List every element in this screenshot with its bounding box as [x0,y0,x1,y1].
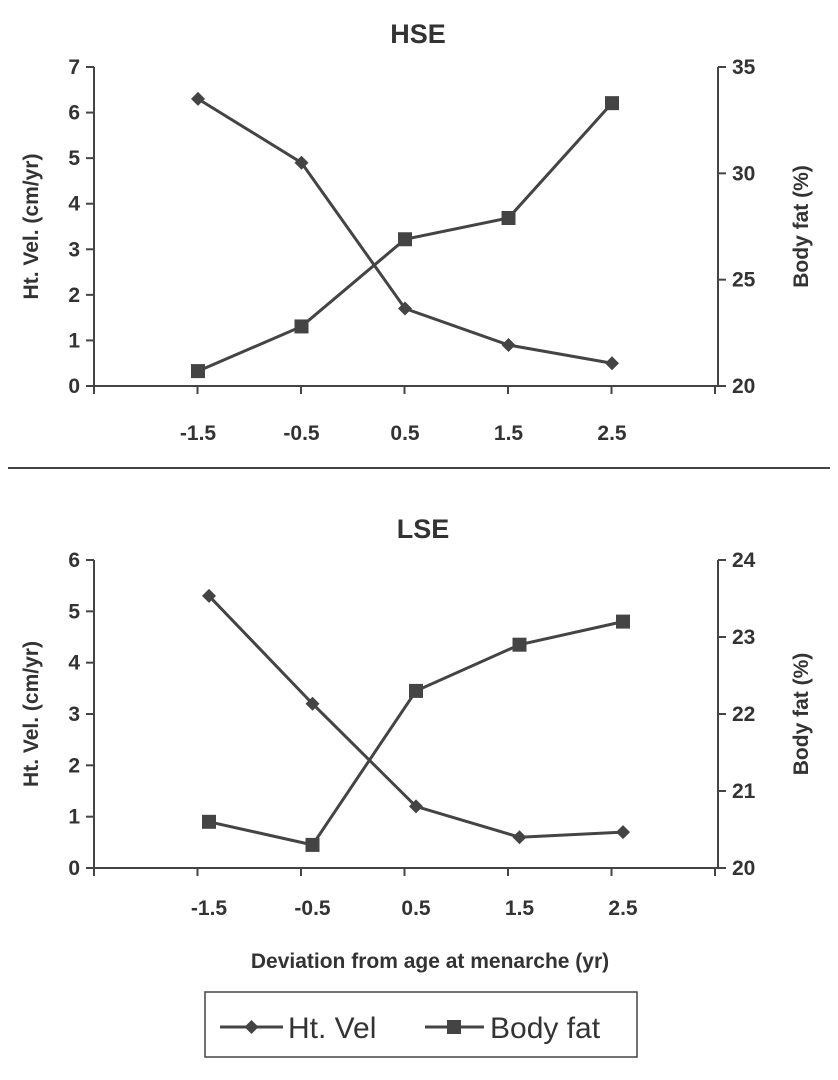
hse-y-left-label: Ht. Vel. (cm/yr) [20,154,43,300]
hse-left-tick-label: 7 [68,56,80,79]
lse-left-tick-label: 1 [68,806,80,829]
lse-x-tick-label: 2.5 [608,897,638,920]
hse-left-tick-label: 2 [68,284,80,307]
hse-right-tick-label: 35 [732,56,756,79]
hse-point-ht-vel [398,301,412,316]
hse-x-tick-label: 1.5 [494,422,524,445]
hse-title: HSE [390,19,446,49]
lse-point-body-fat [512,637,527,652]
lse-left-tick-label: 3 [68,703,80,726]
lse-left-tick-label: 4 [68,652,80,675]
lse-right-tick-label: 21 [732,780,756,803]
lse-point-ht-vel [409,799,423,814]
lse-point-ht-vel [305,696,320,711]
lse-point-body-fat [616,614,630,629]
lse-point-ht-vel [202,588,216,603]
lse-left-tick-label: 5 [68,600,80,623]
hse-right-tick-label: 20 [732,375,755,398]
hse-point-ht-vel [501,337,516,352]
hse-point-body-fat [501,210,516,225]
lse-x-tick-label: -0.5 [294,897,331,920]
hse-y-right-label: Body fat (%) [790,165,813,288]
lse-point-ht-vel [616,825,630,840]
hse-point-ht-vel [605,356,619,371]
hse-left-tick-label: 0 [68,375,80,398]
lse-x-tick-label: -1.5 [191,897,228,920]
lse-left-tick-label: 6 [68,549,80,572]
legend-box [204,991,638,1058]
hse-left-tick-label: 3 [68,238,80,261]
hse-left-tick-label: 6 [68,102,80,125]
lse-left-tick-label: 2 [68,754,80,777]
hse-point-body-fat [191,364,205,379]
hse-x-tick-label: -1.5 [180,422,217,445]
legend-marker-ht-vel [244,1020,259,1034]
lse-x-tick-label: 0.5 [401,897,431,920]
legend: Ht. Vel Body fat [204,991,638,1058]
lse-point-body-fat [409,683,423,698]
hse-point-body-fat [294,319,309,334]
lse-right-tick-label: 23 [732,626,755,649]
lse-point-ht-vel [512,830,527,845]
hse-point-body-fat [398,232,412,247]
hse-x-tick-label: -0.5 [283,422,320,445]
lse-x-label: Deviation from age at menarche (yr) [251,950,609,973]
hse-right-tick-label: 30 [732,162,755,185]
legend-marker-body-fat [447,1020,461,1034]
chart-hse: HSE 0 1 2 3 4 5 6 7 20 25 30 35 -1.5 -0.5 0.5 1.5 2.5 Ht. … [20,19,813,445]
hse-left-tick-label: 5 [68,147,80,170]
hse-point-ht-vel [191,91,205,106]
lse-point-body-fat [305,837,320,852]
hse-left-tick-label: 1 [68,329,80,352]
lse-x-tick-label: 1.5 [505,897,535,920]
hse-x-tick-label: 2.5 [597,422,627,445]
hse-point-ht-vel [294,155,309,170]
lse-y-right-label: Body fat (%) [790,653,813,776]
lse-y-left-label: Ht. Vel. (cm/yr) [20,641,43,787]
legend-label-body-fat: Body fat [490,1012,601,1045]
hse-point-body-fat [605,96,619,111]
lse-left-tick-label: 0 [68,857,80,880]
hse-left-tick-label: 4 [68,193,80,216]
lse-right-tick-label: 24 [732,549,756,572]
hse-x-tick-label: 0.5 [390,422,420,445]
legend-label-ht-vel: Ht. Vel [288,1012,376,1045]
hse-series-line-ht-vel [197,97,613,365]
lse-title: LSE [397,514,450,544]
hse-right-tick-label: 25 [732,269,756,292]
lse-right-tick-label: 20 [732,857,755,880]
lse-right-tick-label: 22 [732,703,755,726]
lse-point-body-fat [202,814,216,829]
